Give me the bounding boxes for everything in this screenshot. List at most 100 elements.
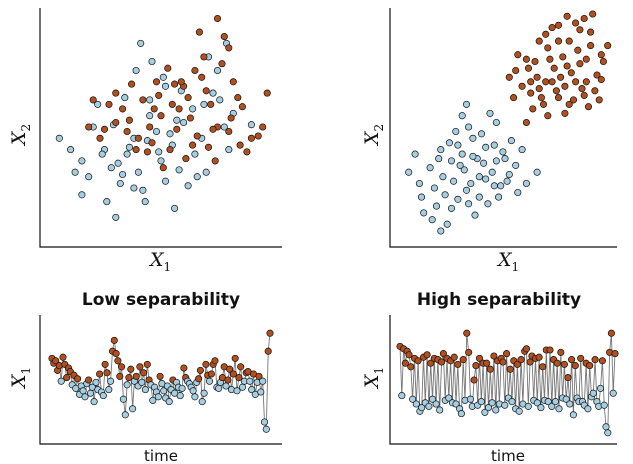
scatter-point: [67, 146, 75, 154]
scatter-point: [213, 66, 222, 75]
scatter-points: [55, 14, 271, 221]
series-point: [470, 376, 478, 384]
scatter-point: [495, 193, 503, 201]
scatter-point: [161, 82, 170, 90]
scatter-high-separability: X1 X2: [361, 8, 617, 274]
scatter-point: [518, 82, 526, 90]
scatter-point: [186, 114, 194, 122]
scatter-point: [146, 96, 154, 104]
scatter-point: [563, 12, 571, 20]
scatter-point: [139, 96, 147, 104]
series-point: [110, 336, 118, 344]
panel-title: Low separability: [82, 290, 240, 310]
series-point: [477, 398, 485, 406]
series-point: [508, 398, 516, 406]
scatter-point: [220, 33, 228, 41]
scatter-point: [527, 78, 535, 86]
series-point: [611, 350, 619, 358]
scatter-point: [191, 66, 199, 75]
scatter-point: [591, 87, 599, 95]
series-point: [506, 365, 514, 373]
series-point: [176, 392, 184, 400]
scatter-point: [471, 211, 479, 219]
series-point: [481, 408, 489, 416]
scatter-point: [567, 69, 575, 77]
scatter-point: [565, 100, 573, 108]
series-point: [418, 404, 426, 412]
scatter-point: [209, 125, 217, 133]
scatter-point: [155, 91, 163, 99]
scatter-point: [193, 173, 201, 181]
series-point: [262, 425, 270, 433]
scatter-point: [204, 143, 213, 151]
series-point: [557, 348, 565, 356]
scatter-point: [475, 173, 483, 181]
scatter-point: [584, 103, 593, 111]
scatter-point: [207, 100, 215, 108]
series-point: [149, 396, 157, 404]
series-point: [439, 350, 447, 358]
scatter-point: [184, 94, 192, 102]
y-axis-label: X1: [361, 367, 386, 390]
scatter-point: [484, 200, 492, 208]
series-point: [233, 387, 241, 395]
scatter-point: [116, 179, 124, 188]
series-point: [96, 370, 104, 378]
axes-frame: [389, 8, 617, 248]
scatter-point: [576, 60, 584, 68]
series-point: [105, 386, 113, 394]
series-point: [548, 402, 556, 410]
scatter-point: [216, 96, 224, 104]
scatter-point: [604, 42, 612, 50]
scatter-point: [103, 198, 111, 206]
series-point: [412, 400, 420, 408]
scatter-point: [561, 82, 569, 90]
series-point: [577, 354, 585, 362]
series-point: [600, 401, 608, 409]
series-point: [255, 372, 263, 380]
x-axis-label: X1: [148, 249, 171, 274]
series-point: [586, 362, 594, 370]
series-point: [141, 386, 149, 394]
series-point: [224, 376, 232, 384]
series-point: [118, 363, 126, 371]
series-point: [229, 370, 237, 378]
scatter-point: [159, 164, 167, 172]
scatter-point: [195, 28, 203, 36]
scatter-point: [441, 191, 449, 199]
scatter-point: [171, 204, 179, 212]
scatter-point: [132, 66, 140, 75]
scatter-point: [533, 168, 541, 176]
scatter-point: [119, 170, 127, 179]
scatter-point: [522, 179, 530, 188]
series-point: [409, 395, 417, 403]
scatter-point: [539, 100, 548, 108]
series-point: [112, 350, 120, 358]
scatter-point: [247, 121, 255, 129]
series-point: [85, 376, 93, 384]
series-point: [238, 383, 247, 391]
series-point: [211, 357, 219, 365]
series-point: [607, 329, 615, 337]
scatter-point: [430, 184, 438, 192]
scatter-point: [134, 168, 142, 176]
scatter-point: [71, 168, 79, 176]
scatter-point: [522, 55, 530, 63]
scatter-point: [112, 213, 120, 221]
scatter-point: [595, 96, 603, 104]
scatter-point: [146, 123, 154, 131]
scatter-point: [527, 89, 535, 97]
x-axis-label: X1: [496, 249, 519, 274]
scatter-point: [119, 105, 127, 113]
scatter-points: [405, 10, 612, 235]
scatter-point: [238, 103, 246, 111]
scatter-point: [499, 148, 507, 156]
series-point: [533, 399, 541, 407]
scatter-point: [166, 130, 174, 138]
scatter-point: [507, 137, 515, 145]
series-point: [125, 374, 133, 382]
scatter-point: [236, 141, 244, 149]
scatter-point: [548, 78, 556, 86]
scatter-point: [437, 146, 445, 154]
